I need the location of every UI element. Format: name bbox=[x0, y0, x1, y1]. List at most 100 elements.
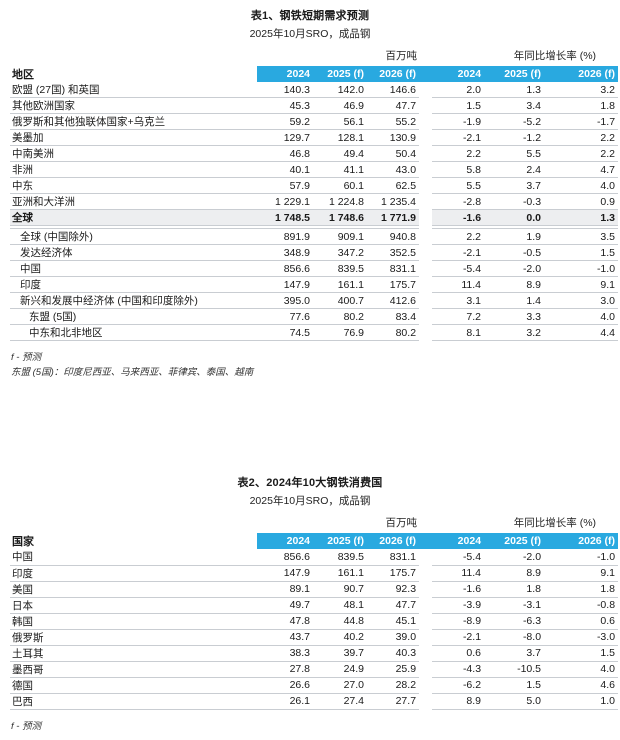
cell-value: 1.9 bbox=[484, 228, 545, 245]
cell-value: 1.5 bbox=[432, 97, 485, 114]
column-gap bbox=[419, 549, 432, 565]
cell-value: 76.9 bbox=[313, 324, 367, 341]
cell-value: 1 224.8 bbox=[313, 193, 367, 210]
col-header: 2025 (f) bbox=[313, 533, 367, 549]
row-label: 韩国 bbox=[10, 613, 257, 630]
cell-value: -2.1 bbox=[432, 129, 485, 146]
cell-value: 1 771.9 bbox=[367, 209, 420, 226]
table-row: 发达经济体 348.9 347.2 352.5 -2.1 -0.5 1.5 bbox=[10, 244, 619, 261]
cell-value: 27.8 bbox=[257, 661, 313, 678]
cell-value: 142.0 bbox=[313, 82, 367, 98]
cell-value: 92.3 bbox=[367, 581, 420, 598]
col-header: 2025 (f) bbox=[484, 66, 545, 82]
cell-value: 0.6 bbox=[544, 613, 619, 630]
cell-value: 9.1 bbox=[544, 276, 619, 293]
cell-value: 831.1 bbox=[367, 260, 420, 277]
table-row: 墨西哥 27.8 24.9 25.9 -4.3 -10.5 4.0 bbox=[10, 661, 619, 678]
table-row: 俄罗斯和其他独联体国家+乌克兰 59.2 56.1 55.2 -1.9 -5.2 -1.7 bbox=[10, 113, 619, 130]
cell-value: 77.6 bbox=[257, 308, 313, 325]
column-gap bbox=[419, 245, 432, 261]
table1-subtitle: 2025年10月SRO，成品钢 bbox=[249, 28, 371, 40]
cell-value: 175.7 bbox=[367, 565, 420, 582]
cell-value: 49.4 bbox=[313, 145, 367, 162]
cell-value: 831.1 bbox=[367, 549, 420, 566]
cell-value: -2.1 bbox=[432, 244, 485, 261]
cell-value: 45.3 bbox=[257, 97, 313, 114]
group-header-tonnes: 百万吨 bbox=[385, 50, 418, 62]
column-gap bbox=[419, 229, 432, 245]
table2-body: 中国 856.6 839.5 831.1 -5.4 -2.0 -1.0 印度 147.9 161.… bbox=[10, 549, 619, 710]
cell-value: 1.0 bbox=[544, 693, 619, 710]
table-row: 中国 856.6 839.5 831.1 -5.4 -2.0 -1.0 bbox=[10, 549, 619, 566]
cell-value: 352.5 bbox=[367, 244, 420, 261]
cell-value: 2.2 bbox=[544, 145, 619, 162]
column-gap bbox=[419, 565, 432, 581]
cell-value: 2.0 bbox=[432, 82, 485, 98]
cell-value: -1.7 bbox=[544, 113, 619, 130]
cell-value: 26.1 bbox=[257, 693, 313, 710]
cell-value: -3.9 bbox=[432, 597, 485, 614]
table-row: 韩国 47.8 44.8 45.1 -8.9 -6.3 0.6 bbox=[10, 613, 619, 630]
cell-value: -1.6 bbox=[432, 581, 485, 598]
table-row: 中东和北非地区 74.5 76.9 80.2 8.1 3.2 4.4 bbox=[10, 324, 619, 341]
table-row: 土耳其 38.3 39.7 40.3 0.6 3.7 1.5 bbox=[10, 645, 619, 662]
cell-value: 4.0 bbox=[544, 177, 619, 194]
cell-value: 41.1 bbox=[313, 161, 367, 178]
cell-value: 11.4 bbox=[432, 276, 485, 293]
row-label: 日本 bbox=[10, 597, 257, 614]
table-row: 全球 (中国除外) 891.9 909.1 940.8 2.2 1.9 3.5 bbox=[10, 228, 619, 245]
table-row: 中国 856.6 839.5 831.1 -5.4 -2.0 -1.0 bbox=[10, 260, 619, 277]
footnote: 东盟 (5国)：印度尼西亚、马来西亚、菲律宾、泰国、越南 bbox=[11, 367, 254, 378]
column-gap bbox=[419, 178, 432, 194]
cell-value: 26.6 bbox=[257, 677, 313, 694]
table2-section: 表2、2024年10大钢铁消费国 2025年10月SRO，成品钢 百万吨 年同比… bbox=[0, 474, 620, 734]
col-header: 2026 (f) bbox=[544, 533, 619, 549]
cell-value: -3.1 bbox=[484, 597, 545, 614]
cell-value: 3.3 bbox=[484, 308, 545, 325]
cell-value: 43.7 bbox=[257, 629, 313, 646]
row-label: 中国 bbox=[10, 260, 257, 277]
table-row: 新兴和发展中经济体 (中国和印度除外) 395.0 400.7 412.6 3.1 1.4… bbox=[10, 292, 619, 309]
cell-value: -6.2 bbox=[432, 677, 485, 694]
column-gap bbox=[419, 194, 432, 210]
cell-value: 48.1 bbox=[313, 597, 367, 614]
cell-value: 140.3 bbox=[257, 82, 313, 98]
cell-value: 1.3 bbox=[544, 209, 619, 226]
cell-value: -2.0 bbox=[484, 260, 545, 277]
column-gap bbox=[419, 613, 432, 629]
row-label: 印度 bbox=[10, 276, 257, 293]
row-label: 中国 bbox=[10, 549, 257, 566]
table-row: 全球 1 748.5 1 748.6 1 771.9 -1.6 0.0 1.3 bbox=[10, 209, 619, 226]
column-gap bbox=[419, 130, 432, 146]
column-gap bbox=[419, 277, 432, 293]
column-gap bbox=[419, 325, 432, 341]
cell-value: -6.3 bbox=[484, 613, 545, 630]
cell-value: -2.0 bbox=[484, 549, 545, 566]
cell-value: 161.1 bbox=[313, 276, 367, 293]
cell-value: 3.7 bbox=[484, 645, 545, 662]
column-header-row: 国家 2024 2025 (f) 2026 (f) 2024 2025 (f) … bbox=[10, 533, 619, 549]
cell-value: 347.2 bbox=[313, 244, 367, 261]
cell-value: 146.6 bbox=[367, 82, 420, 98]
column-gap bbox=[419, 146, 432, 162]
table-row: 中东 57.9 60.1 62.5 5.5 3.7 4.0 bbox=[10, 177, 619, 194]
cell-value: 5.0 bbox=[484, 693, 545, 710]
cell-value: 40.3 bbox=[367, 645, 420, 662]
table-row: 非洲 40.1 41.1 43.0 5.8 2.4 4.7 bbox=[10, 161, 619, 178]
row-label: 全球 bbox=[10, 209, 257, 226]
col-header: 2024 bbox=[257, 66, 313, 82]
cell-value: 940.8 bbox=[367, 228, 420, 245]
row-label: 欧盟 (27国) 和英国 bbox=[10, 82, 257, 98]
cell-value: 27.7 bbox=[367, 693, 420, 710]
cell-value: 59.2 bbox=[257, 113, 313, 130]
cell-value: 24.9 bbox=[313, 661, 367, 678]
cell-value: 3.4 bbox=[484, 97, 545, 114]
cell-value: 129.7 bbox=[257, 129, 313, 146]
table-row: 印度 147.9 161.1 175.7 11.4 8.9 9.1 bbox=[10, 276, 619, 293]
col-header-gap bbox=[419, 66, 433, 82]
cell-value: 50.4 bbox=[367, 145, 420, 162]
col-header: 2024 bbox=[432, 533, 485, 549]
cell-value: 56.1 bbox=[313, 113, 367, 130]
col-header: 2026 (f) bbox=[544, 66, 619, 82]
table-row: 东盟 (5国) 77.6 80.2 83.4 7.2 3.3 4.0 bbox=[10, 308, 619, 325]
